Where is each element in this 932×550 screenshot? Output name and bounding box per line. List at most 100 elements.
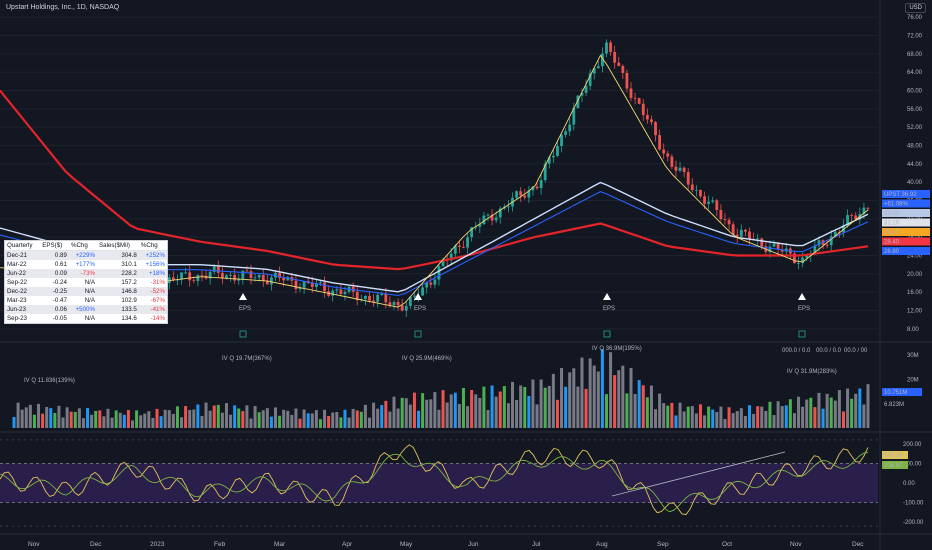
volume-bar <box>829 397 833 428</box>
volume-bar <box>224 403 228 428</box>
candle-body <box>801 257 805 263</box>
volume-bar <box>163 409 167 428</box>
volume-bar <box>457 404 461 428</box>
candle-body <box>711 200 715 202</box>
earnings-marker <box>239 293 247 300</box>
volume-bar <box>850 398 854 428</box>
volume-bar <box>698 404 702 428</box>
volume-bar <box>453 392 457 428</box>
volume-bar <box>466 406 470 428</box>
volume-bar <box>278 415 282 428</box>
candle-body <box>404 305 408 311</box>
volume-bar <box>441 390 445 428</box>
volume-bar <box>756 406 760 428</box>
table-cell: -31% <box>150 279 165 286</box>
volume-bar <box>592 365 596 428</box>
table-cell: 0.09 <box>40 269 69 278</box>
price-tick-label: 24.00 <box>907 254 923 260</box>
price-tick-label: 20.00 <box>907 272 923 278</box>
volume-bar <box>372 402 376 428</box>
volume-bar <box>261 410 265 428</box>
candle-body <box>282 278 286 281</box>
volume-bar <box>429 399 433 428</box>
volume-bar <box>396 408 400 428</box>
volume-bar <box>801 406 805 428</box>
volume-bar <box>24 407 28 428</box>
candle-body <box>797 262 800 264</box>
table-cell: N/A <box>68 287 98 296</box>
table-row: Dec-22 -0.25 N/A 146.8 -52% <box>5 287 167 296</box>
volume-bar <box>690 406 694 428</box>
price-tick-label: 68.00 <box>907 52 923 58</box>
volume-bar <box>335 412 339 428</box>
candle-body <box>457 245 461 247</box>
eps-label: EPS <box>603 306 615 312</box>
candle-body <box>425 282 429 288</box>
volume-bar <box>764 410 768 428</box>
x-tick-label: Apr <box>342 541 353 548</box>
earnings-marker <box>798 293 806 300</box>
candle-body <box>507 206 510 208</box>
volume-annotation: IV Q 36.9M(195%) <box>592 346 642 352</box>
candle-body <box>866 207 870 209</box>
volume-bar <box>858 388 862 428</box>
volume-bar <box>825 393 829 428</box>
volume-bar <box>752 413 756 428</box>
candle-body <box>298 287 302 290</box>
candle-body <box>167 277 171 284</box>
volume-tick-label: 30M <box>907 353 919 359</box>
currency-button[interactable]: USD <box>905 3 926 13</box>
volume-bar <box>780 406 784 428</box>
candle-body <box>253 277 257 279</box>
candle-body <box>384 293 388 303</box>
volume-bar <box>212 405 216 428</box>
candle-body <box>576 95 580 108</box>
table-cell: N/A <box>84 279 96 286</box>
table-row: Mar-22 0.61 +177% 310.1 +156% <box>5 260 167 269</box>
candle-body <box>233 274 237 281</box>
table-cell: Mar-23 <box>7 297 27 304</box>
candle-body <box>388 302 392 306</box>
volume-bar <box>102 416 106 428</box>
volume-bar <box>363 404 367 428</box>
oscillator-tick-label: 200.00 <box>903 442 922 448</box>
candle-body <box>556 146 559 156</box>
volume-bar <box>400 397 404 428</box>
volume-bar <box>645 397 649 428</box>
candle-body <box>682 167 686 173</box>
volume-bar <box>147 411 151 428</box>
candle-body <box>437 266 441 280</box>
volume-bar <box>649 385 653 428</box>
volume-bar <box>188 409 192 428</box>
volume-bar <box>49 408 53 428</box>
candle-body <box>658 135 662 150</box>
volume-bar <box>339 417 343 428</box>
candle-body <box>629 88 633 98</box>
table-row: Sep-23 -0.05 N/A 134.6 -14% <box>5 314 167 323</box>
candle-body <box>429 282 433 285</box>
eps-label: EPS <box>798 306 810 312</box>
candle-body <box>220 272 224 279</box>
volume-bar <box>351 408 355 428</box>
table-row: Jun-22 0.09 -73% 228.2 +18% <box>5 269 167 278</box>
candle-body <box>343 291 347 295</box>
volume-bar <box>130 420 134 428</box>
volume-bar <box>269 416 273 428</box>
candle-body <box>768 246 772 252</box>
oscillator-tick-label: -200.00 <box>903 520 924 526</box>
volume-bar <box>417 410 421 428</box>
candle-body <box>731 224 735 235</box>
table-cell: -41% <box>138 305 167 314</box>
volume-bar <box>576 386 580 428</box>
volume-bar <box>61 417 65 428</box>
candle-body <box>846 215 849 226</box>
volume-bar <box>461 388 465 428</box>
candle-body <box>245 270 249 272</box>
candle-body <box>515 191 518 198</box>
volume-bar <box>126 410 130 428</box>
volume-bar <box>314 410 318 428</box>
faint-label: 00.0 / 0.0 <box>816 348 842 354</box>
candle-body <box>609 42 612 52</box>
candle-body <box>519 191 523 196</box>
